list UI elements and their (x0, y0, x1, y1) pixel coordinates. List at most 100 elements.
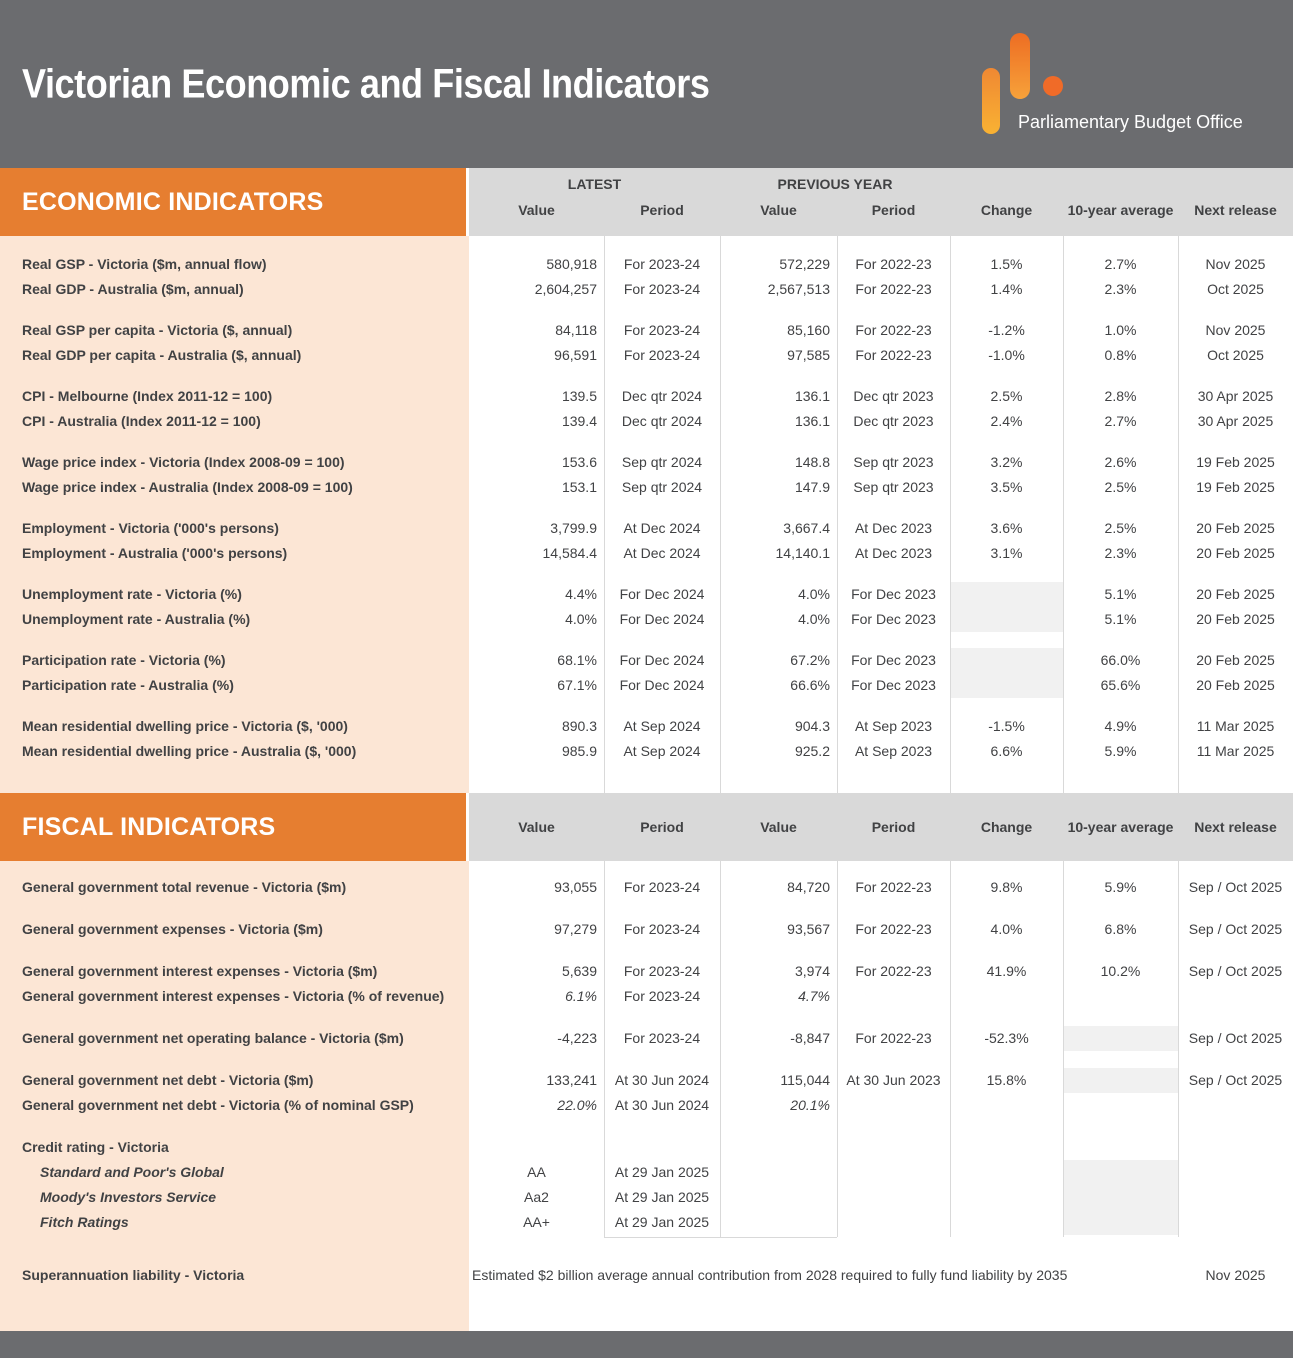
latest-period: For 2023-24 (623, 322, 701, 338)
indicator-label: Unemployment rate - Victoria (%) (22, 586, 242, 602)
table-row: Participation rate - Victoria (%) 68.1% … (0, 648, 1293, 673)
change-value (950, 1093, 1063, 1118)
change-value: 4.0% (990, 921, 1023, 937)
table-row: General government net operating balance… (0, 1026, 1293, 1051)
indicator-label: Mean residential dwelling price - Victor… (22, 718, 348, 734)
ten-year-average-value: 5.1% (1104, 586, 1137, 602)
latest-period (604, 1135, 720, 1160)
ten-year-average-value: 2.5% (1104, 479, 1137, 495)
change-value: -1.0% (988, 347, 1025, 363)
previous-period: Dec qtr 2023 (853, 413, 934, 429)
indicator-label: Fitch Ratings (40, 1214, 129, 1230)
table-row: Wage price index - Victoria (Index 2008-… (0, 450, 1293, 475)
indicator-label: Real GSP per capita - Victoria ($, annua… (22, 322, 293, 338)
table-row: Credit rating - Victoria (0, 1135, 1293, 1160)
col-group-latest: LATEST (567, 176, 622, 192)
latest-value: 153.1 (561, 479, 597, 495)
change-value (950, 582, 1063, 607)
latest-value: AA+ (523, 1214, 550, 1230)
previous-value: 85,160 (787, 322, 830, 338)
next-release-date: Oct 2025 (1207, 347, 1264, 363)
column-group-row: LATEST PREVIOUS YEAR (469, 173, 1293, 195)
change-value (950, 648, 1063, 673)
indicator-label: Wage price index - Australia (Index 2008… (22, 479, 353, 495)
previous-period: For 2022-23 (855, 879, 932, 895)
change-value: 1.4% (990, 281, 1023, 297)
table-row: General government net debt - Victoria (… (0, 1068, 1293, 1093)
next-release-date: 20 Feb 2025 (1196, 586, 1275, 602)
change-value: 1.5% (990, 256, 1023, 272)
next-release-date (1178, 1093, 1293, 1118)
latest-value: 96,591 (554, 347, 597, 363)
next-release-date: 20 Feb 2025 (1196, 652, 1275, 668)
previous-period: For 2022-23 (855, 921, 932, 937)
latest-period: For 2023-24 (623, 921, 701, 937)
ten-year-average-value: 2.8% (1104, 388, 1137, 404)
latest-period: For Dec 2024 (619, 677, 705, 693)
latest-value: 3,799.9 (550, 520, 597, 536)
previous-period: For 2022-23 (855, 281, 932, 297)
ten-year-average-value (1063, 1210, 1178, 1235)
previous-period (837, 984, 950, 1009)
indicator-label: Credit rating - Victoria (22, 1139, 169, 1155)
next-release-date: Sep / Oct 2025 (1188, 963, 1283, 979)
column-divider (1178, 236, 1179, 793)
previous-value: 136.1 (794, 413, 830, 429)
ten-year-average-value (1063, 984, 1178, 1009)
latest-period: For 2023-24 (623, 963, 701, 979)
latest-period: At Dec 2024 (623, 520, 701, 536)
previous-value: 67.2% (790, 652, 830, 668)
latest-period: At 29 Jan 2025 (614, 1189, 710, 1205)
previous-period: Dec qtr 2023 (853, 388, 934, 404)
col-header-latest-period: Period (640, 202, 684, 218)
change-value: -1.2% (988, 322, 1025, 338)
latest-period: For Dec 2024 (619, 586, 705, 602)
ten-year-average-value: 1.0% (1104, 322, 1137, 338)
latest-period: At 30 Jun 2024 (614, 1097, 710, 1113)
column-divider (720, 236, 721, 793)
latest-period: For 2023-24 (623, 256, 701, 272)
previous-period: At Dec 2023 (854, 520, 933, 536)
latest-value: 4.4% (565, 586, 597, 602)
economic-header-band: ECONOMIC INDICATORS LATEST PREVIOUS YEAR… (0, 168, 1293, 236)
table-row: Unemployment rate - Australia (%) 4.0% F… (0, 607, 1293, 632)
change-value (950, 673, 1063, 698)
col-header-next-release: Next release (1194, 819, 1277, 835)
ten-year-average-value (1063, 1160, 1178, 1185)
previous-period: For 2022-23 (855, 256, 932, 272)
indicator-label: Participation rate - Australia (%) (22, 677, 234, 693)
previous-period: For 2022-23 (855, 963, 932, 979)
latest-period: For 2023-24 (623, 879, 701, 895)
table-row: CPI - Australia (Index 2011-12 = 100) 13… (0, 409, 1293, 434)
column-divider (1178, 861, 1179, 1237)
latest-period: At Sep 2024 (623, 718, 701, 734)
next-release-date: Sep / Oct 2025 (1188, 879, 1283, 895)
next-release-date: 30 Apr 2025 (1197, 413, 1274, 429)
previous-value: 904.3 (794, 718, 830, 734)
indicator-label: CPI - Melbourne (Index 2011-12 = 100) (22, 388, 273, 404)
previous-period: For 2022-23 (855, 1030, 932, 1046)
col-header-previous-period: Period (871, 819, 916, 835)
latest-period: At 29 Jan 2025 (614, 1164, 710, 1180)
logo-dot-icon (1043, 76, 1063, 96)
indicator-label: General government net operating balance… (22, 1030, 404, 1046)
latest-value: 153.6 (561, 454, 597, 470)
previous-value: 3,974 (794, 963, 830, 979)
table-row: Real GDP per capita - Australia ($, annu… (0, 343, 1293, 368)
latest-value: 4.0% (565, 611, 597, 627)
latest-period: Dec qtr 2024 (621, 413, 703, 429)
change-value: -52.3% (984, 1030, 1029, 1046)
previous-value: 84,720 (787, 879, 830, 895)
previous-value: 115,044 (780, 1072, 830, 1088)
next-release-date: Oct 2025 (1207, 281, 1264, 297)
latest-period: At 30 Jun 2024 (614, 1072, 710, 1088)
indicator-label: Real GDP per capita - Australia ($, annu… (22, 347, 302, 363)
top-header: Victorian Economic and Fiscal Indicators… (0, 0, 1293, 168)
ten-year-average-value: 5.1% (1104, 611, 1137, 627)
change-value (950, 1160, 1063, 1185)
ten-year-average-value: 2.7% (1104, 413, 1137, 429)
page-title: Victorian Economic and Fiscal Indicators (22, 60, 710, 107)
previous-period (837, 1185, 950, 1210)
next-release-date: 19 Feb 2025 (1196, 479, 1275, 495)
previous-period: At 30 Jun 2023 (846, 1072, 941, 1088)
